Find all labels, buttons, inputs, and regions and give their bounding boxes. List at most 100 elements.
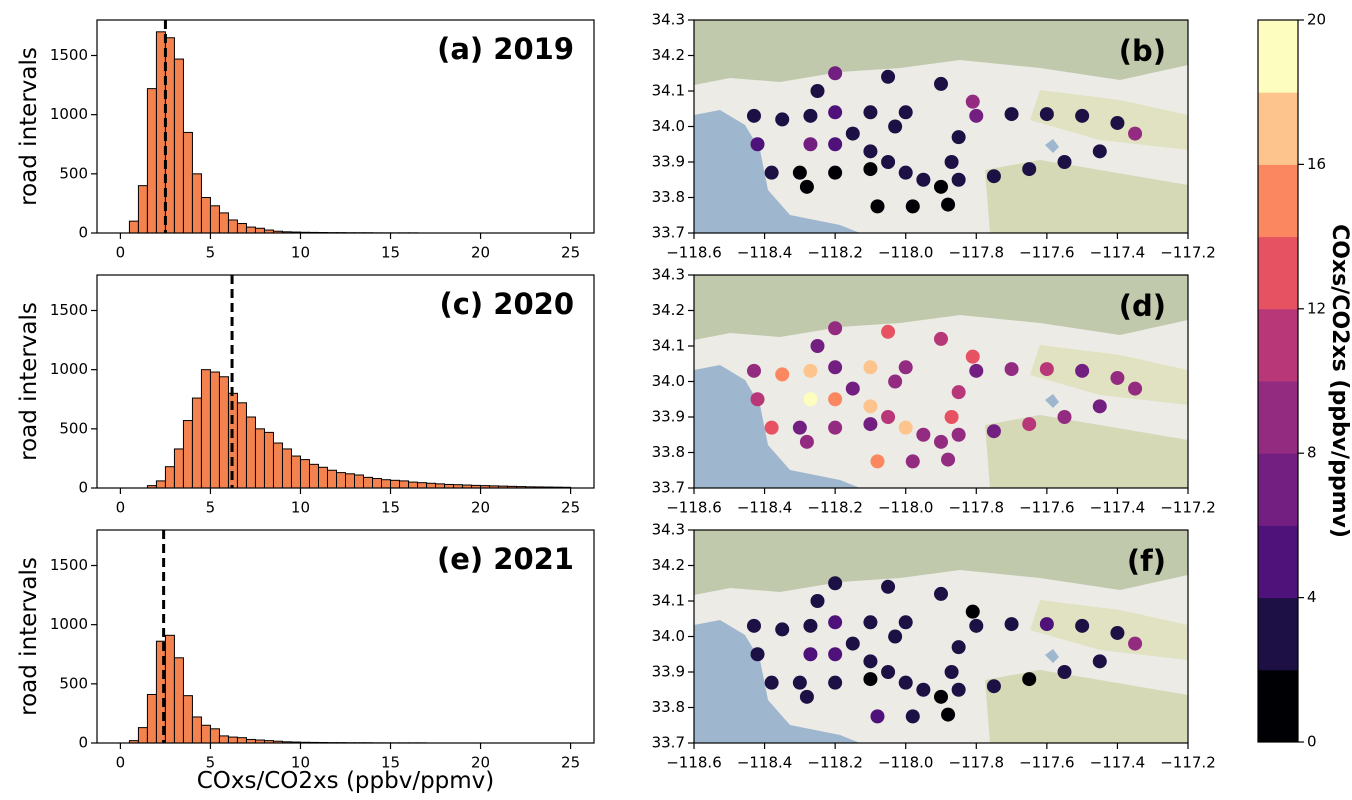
- route-point: [881, 155, 895, 169]
- route-point: [881, 580, 895, 594]
- y-tick-label: 34.2: [652, 46, 685, 64]
- y-tick-label: 33.9: [652, 663, 685, 681]
- histogram-bar: [129, 221, 138, 233]
- x-tick-label: −117.6: [1019, 244, 1075, 262]
- histogram-bar: [400, 481, 409, 488]
- histogram-bar: [174, 59, 183, 233]
- x-tick-label: −118.0: [878, 499, 934, 517]
- route-point: [906, 454, 920, 468]
- route-point: [828, 392, 842, 406]
- route-point: [941, 708, 955, 722]
- x-tick-label: 10: [291, 499, 310, 517]
- route-point: [952, 385, 966, 399]
- histogram-bar: [318, 467, 327, 488]
- x-axis-label: COxs/CO2xs (ppbv/ppmv): [197, 768, 495, 794]
- y-tick-label: 0: [78, 224, 88, 242]
- route-point: [751, 647, 765, 661]
- y-tick-label: 1000: [50, 105, 88, 123]
- route-point: [846, 127, 860, 141]
- route-point: [811, 594, 825, 608]
- route-point: [828, 360, 842, 374]
- route-point: [828, 576, 842, 590]
- route-point: [899, 421, 913, 435]
- route-point: [1005, 107, 1019, 121]
- colorbar-tick-label: 12: [1307, 299, 1326, 317]
- route-point: [952, 173, 966, 187]
- y-axis-label: road intervals: [16, 302, 42, 461]
- histogram-bar: [147, 89, 156, 233]
- route-point: [828, 676, 842, 690]
- x-tick-label: 20: [471, 244, 490, 262]
- figure: 0510152025050010001500(a) 2019road inter…: [0, 0, 1352, 800]
- colorbar-segment: [1258, 309, 1298, 382]
- route-point: [793, 421, 807, 435]
- route-point: [899, 360, 913, 374]
- histogram-bar: [246, 417, 255, 488]
- histogram-bar: [309, 464, 318, 488]
- histogram-bar: [436, 484, 445, 488]
- route-point: [899, 615, 913, 629]
- route-point: [870, 199, 884, 213]
- histogram-bar: [418, 483, 427, 488]
- route-point: [803, 619, 817, 633]
- route-point: [916, 428, 930, 442]
- route-point: [934, 332, 948, 346]
- route-point: [1005, 362, 1019, 376]
- route-point: [870, 709, 884, 723]
- x-tick-label: −118.6: [666, 244, 722, 262]
- histogram-bar: [201, 370, 210, 488]
- y-axis-label: road intervals: [16, 47, 42, 206]
- route-point: [747, 109, 761, 123]
- route-point: [934, 587, 948, 601]
- page: {"chart_data": [ {"type": "histogram", "…: [0, 0, 1352, 800]
- route-point: [1128, 127, 1142, 141]
- y-tick-label: 33.9: [652, 153, 685, 171]
- route-point: [1040, 107, 1054, 121]
- y-tick-label: 34.3: [652, 266, 685, 284]
- route-point: [881, 325, 895, 339]
- histogram-bar: [228, 220, 237, 233]
- histogram-bar: [165, 467, 174, 488]
- route-point: [1058, 410, 1072, 424]
- histogram-bar: [273, 443, 282, 488]
- colorbar-tick-label: 0: [1307, 733, 1317, 751]
- x-tick-label: −118.2: [807, 754, 863, 772]
- histogram-bar: [346, 474, 355, 488]
- histogram-bar: [219, 377, 228, 488]
- colorbar-tick-label: 20: [1307, 11, 1326, 29]
- y-tick-label: 33.7: [652, 479, 685, 497]
- route-point: [803, 647, 817, 661]
- route-point: [800, 180, 814, 194]
- route-point: [793, 166, 807, 180]
- route-point: [969, 109, 983, 123]
- x-tick-label: −117.4: [1090, 499, 1146, 517]
- route-point: [1110, 626, 1124, 640]
- y-tick-label: 33.7: [652, 734, 685, 752]
- x-tick-label: −118.6: [666, 499, 722, 517]
- x-tick-label: −117.8: [949, 754, 1005, 772]
- route-point: [828, 137, 842, 151]
- route-point: [945, 410, 959, 424]
- colorbar-tick-label: 16: [1307, 155, 1326, 173]
- route-point: [881, 70, 895, 84]
- y-tick-label: 33.8: [652, 443, 685, 461]
- x-tick-label: 0: [116, 244, 126, 262]
- route-point: [987, 424, 1001, 438]
- route-point: [966, 605, 980, 619]
- y-tick-label: 500: [59, 419, 88, 437]
- route-point: [811, 339, 825, 353]
- colorbar-segment: [1258, 598, 1298, 671]
- x-tick-label: −117.2: [1160, 754, 1216, 772]
- y-tick-label: 34.1: [652, 82, 685, 100]
- colorbar-segment: [1258, 525, 1298, 598]
- route-point: [863, 105, 877, 119]
- histogram-bar: [165, 635, 174, 743]
- panel-title: (d): [1119, 289, 1166, 323]
- route-point: [793, 676, 807, 690]
- colorbar-segment: [1258, 92, 1298, 165]
- histogram-bar: [382, 480, 391, 488]
- histogram-bar: [391, 480, 400, 488]
- x-tick-label: 25: [561, 244, 580, 262]
- histogram-bar: [237, 224, 246, 233]
- x-tick-label: −118.6: [666, 754, 722, 772]
